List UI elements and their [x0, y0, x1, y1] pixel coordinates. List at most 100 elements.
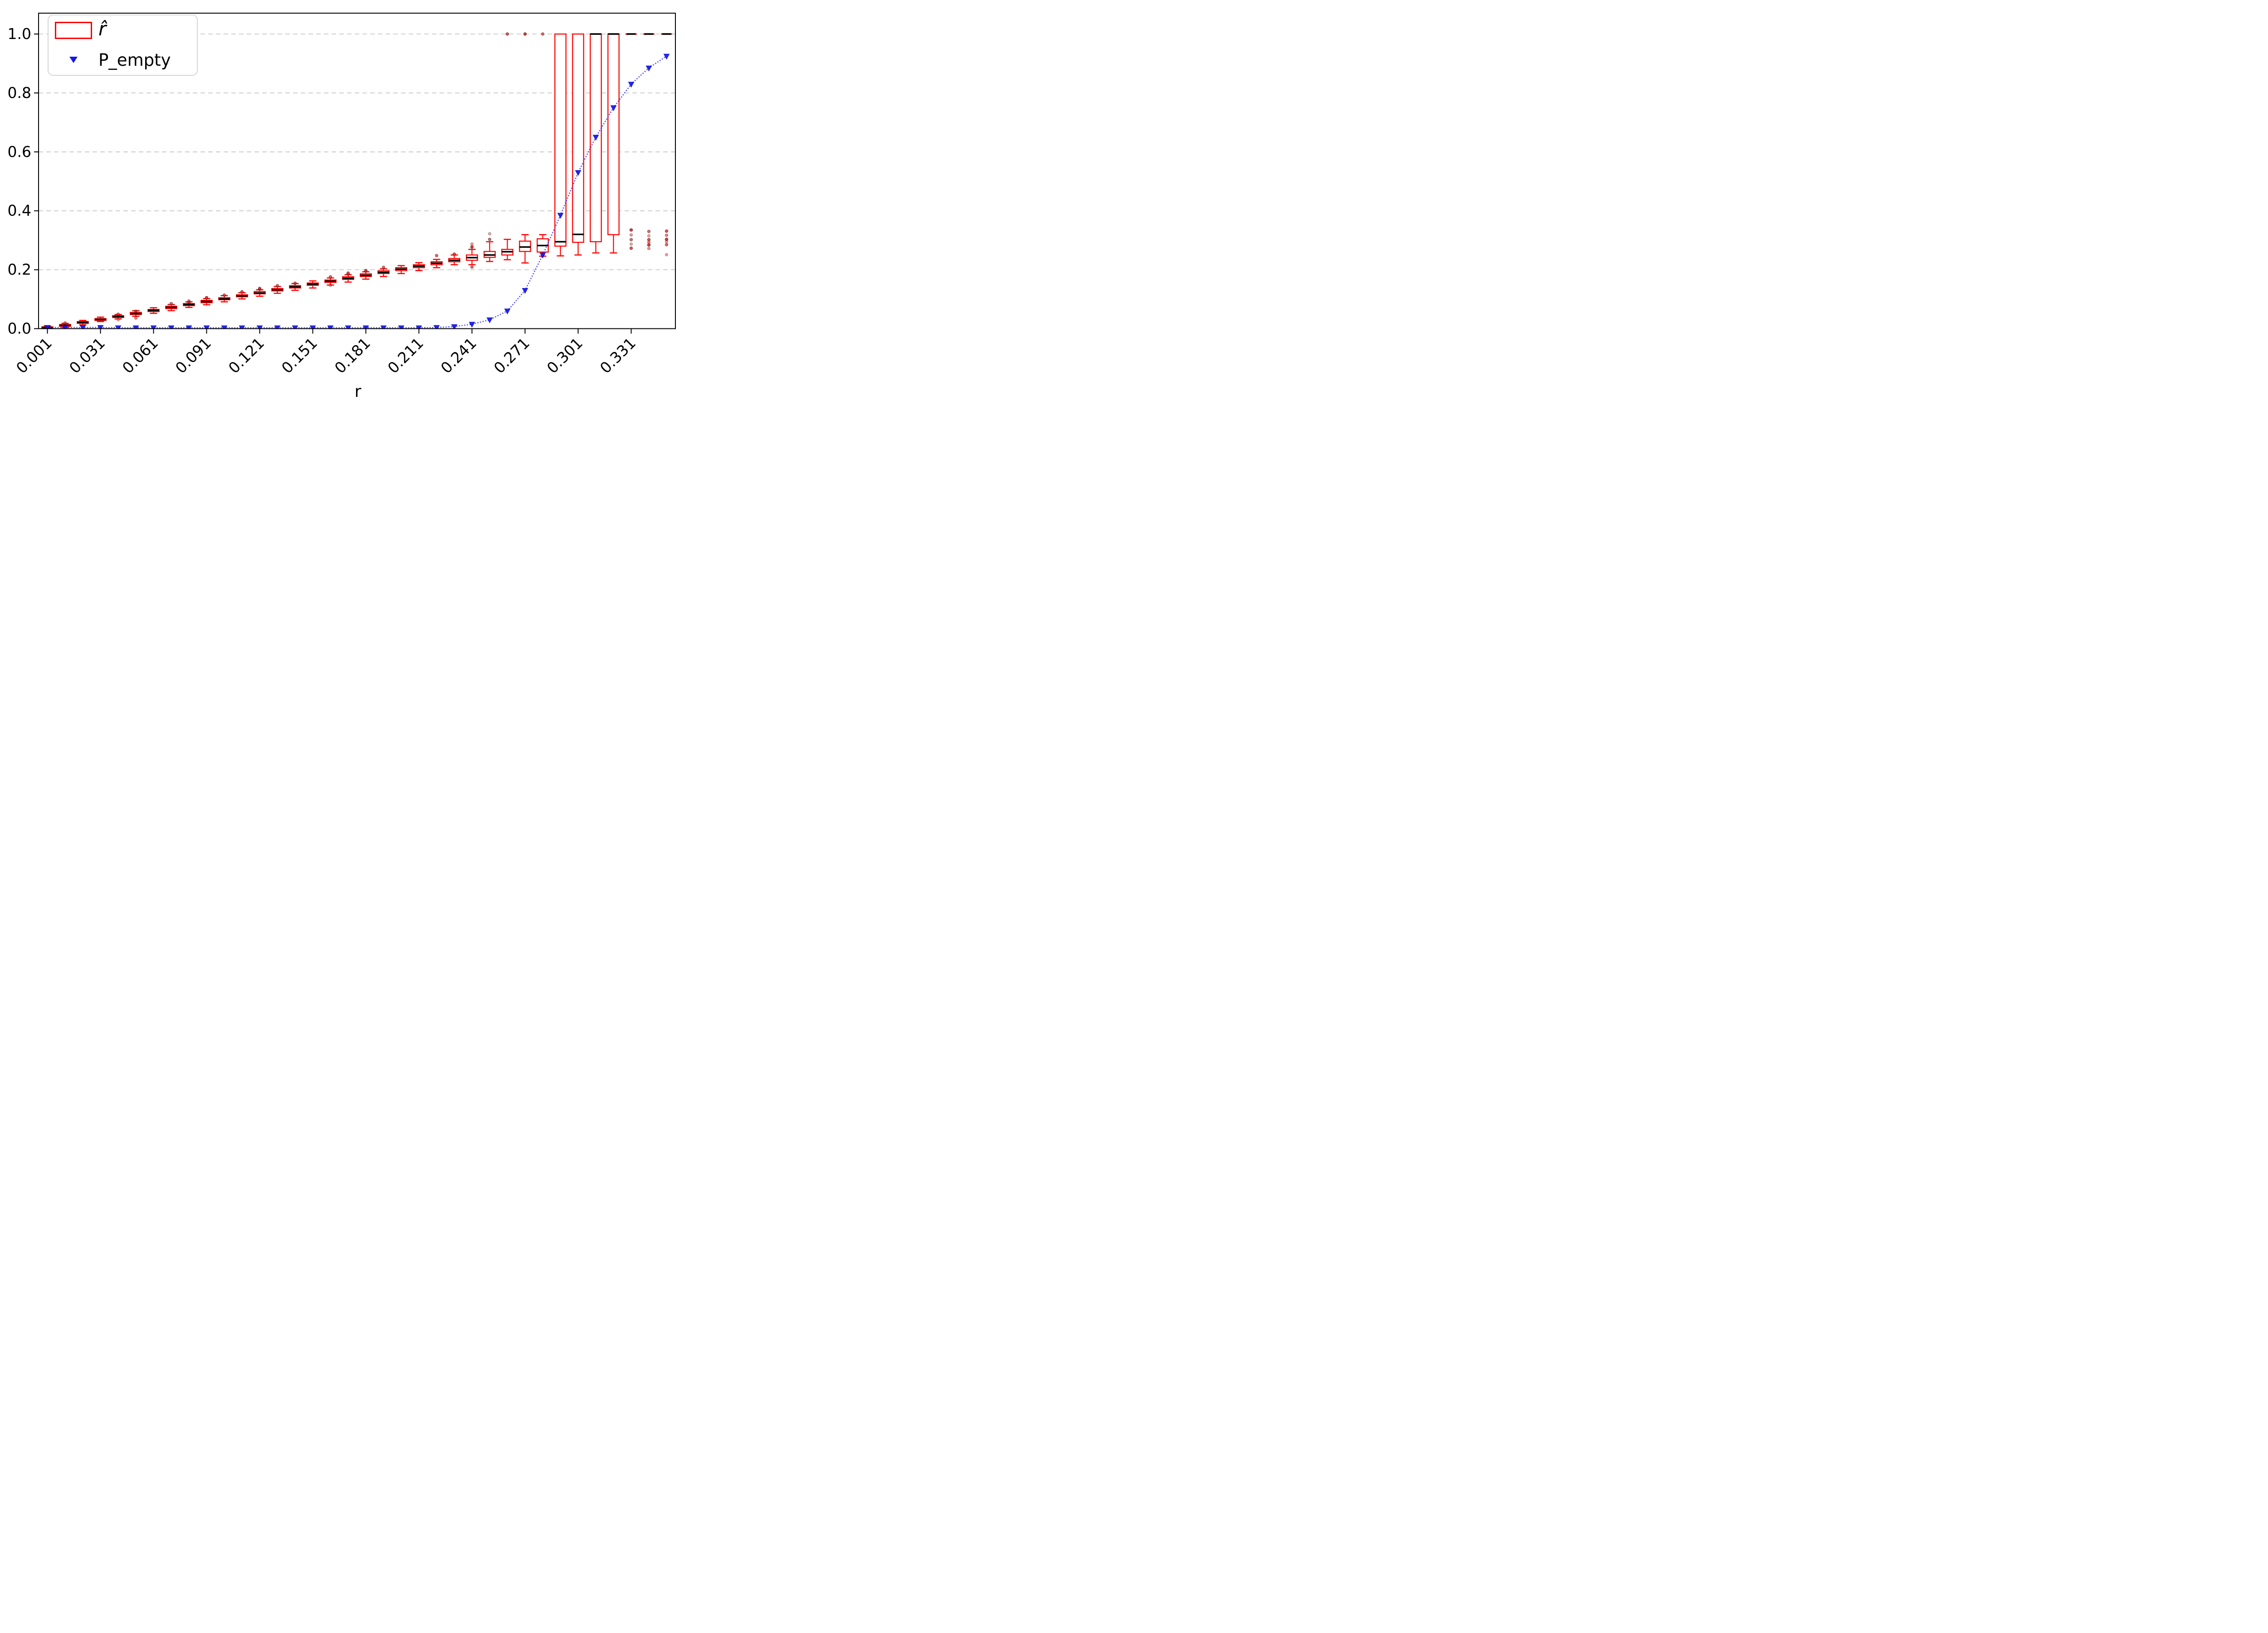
flier-dot — [541, 32, 545, 36]
p-empty-marker — [79, 325, 86, 329]
y-tick-label: 0.4 — [8, 202, 31, 220]
flier-dot — [258, 286, 262, 290]
boxplot-item — [77, 320, 89, 326]
p-empty-marker — [557, 213, 564, 219]
boxplot-figure: 0.001 0.031 0.061 0.091 0.121 0.151 0.181 0.211… — [0, 0, 680, 408]
flier-dot — [116, 318, 120, 322]
p-empty-marker — [575, 170, 582, 176]
flier-dot — [293, 281, 297, 285]
box — [607, 33, 620, 235]
p-empty-marker — [469, 322, 475, 328]
axes-frame — [38, 13, 676, 329]
flier-dot — [275, 284, 279, 288]
flier-dot — [187, 299, 191, 303]
flier-dot — [205, 296, 209, 299]
flier-dot — [328, 275, 332, 279]
flier-dot — [470, 242, 474, 246]
box — [554, 33, 567, 247]
fliers — [63, 32, 669, 325]
p-empty-line — [47, 55, 667, 328]
flier-dot — [647, 238, 651, 241]
y-tick-label: 0.6 — [8, 143, 31, 161]
flier-dot — [169, 302, 173, 305]
flier-dot — [647, 240, 651, 244]
boxplot-item — [448, 254, 460, 265]
flier-dot — [488, 232, 492, 235]
flier-dot — [134, 316, 138, 320]
flier-dot — [134, 309, 138, 313]
legend: r̂ P_empty — [48, 15, 198, 76]
p-empty-marker — [44, 325, 51, 329]
p-empty-marker — [539, 253, 546, 259]
y-tick-label: 1.0 — [8, 25, 31, 43]
p-empty-marker — [645, 65, 652, 72]
x-axis-label: r — [354, 382, 362, 401]
flier-dot — [346, 271, 350, 275]
boxplot-item — [484, 241, 496, 262]
p-empty-marker — [663, 54, 670, 60]
boxplot-item — [307, 280, 319, 289]
boxplot-item — [377, 268, 390, 277]
boxplot-item — [466, 249, 478, 265]
flier-dot — [629, 246, 633, 250]
flier-dot — [665, 253, 669, 257]
flier-dot — [470, 245, 474, 249]
pempty-triangle-icon — [69, 57, 78, 64]
p-empty-marker — [522, 288, 528, 294]
boxplot-item — [395, 265, 407, 274]
boxplot-item — [94, 316, 107, 323]
p-empty-marker — [610, 105, 617, 112]
flier-dot — [63, 321, 67, 325]
boxplot-item — [519, 234, 531, 264]
flier-dot — [647, 247, 651, 250]
flier-dot — [629, 238, 633, 241]
flier-dot — [647, 243, 651, 247]
p-empty-marker — [433, 325, 440, 329]
flier-dot — [665, 243, 669, 246]
flier-dot — [523, 32, 527, 36]
flier-dot — [435, 254, 439, 258]
flier-dot — [364, 269, 368, 273]
p-empty-marker — [592, 135, 599, 141]
flier-dot — [470, 265, 474, 269]
flier-dot — [647, 230, 651, 233]
p-empty-marker — [628, 82, 635, 88]
legend-rhat-label: r̂ — [98, 17, 107, 40]
flier-dot — [452, 252, 456, 256]
y-tick-label: 0.8 — [8, 84, 31, 102]
flier-dot — [505, 32, 509, 36]
flier-dot — [629, 242, 633, 246]
flier-dot — [665, 229, 669, 233]
boxplot-item — [430, 259, 443, 269]
flier-dot — [665, 234, 669, 237]
boxplot-item — [413, 262, 425, 271]
y-ticks: 0.0 0.2 0.4 0.6 0.8 1.0 — [8, 25, 39, 337]
flier-dot — [488, 238, 492, 241]
boxplot-item — [607, 33, 620, 254]
boxplot-item — [183, 301, 195, 308]
gridlines — [39, 34, 675, 270]
p-empty-marker — [504, 308, 511, 315]
p-empty-marker — [97, 325, 104, 329]
boxplot-item — [147, 307, 160, 314]
y-tick-label: 0.0 — [8, 320, 31, 337]
boxplot-item — [501, 239, 513, 260]
flier-dot — [222, 293, 226, 297]
p-empty-marker — [451, 324, 458, 329]
box — [572, 33, 584, 243]
legend-entry-rhat: r̂ — [49, 15, 197, 45]
boxplot-item — [554, 33, 567, 257]
flier-dot — [240, 290, 244, 293]
flier-dot — [647, 234, 651, 238]
legend-entry-pempty: P_empty — [49, 45, 197, 75]
legend-pempty-label: P_empty — [98, 50, 171, 70]
boxplot-item — [324, 277, 337, 286]
boxplot-item — [590, 33, 602, 254]
p-empty-marker — [486, 317, 493, 323]
boxplot-item — [572, 33, 584, 256]
boxplot-item — [218, 295, 230, 303]
flier-dot — [665, 240, 669, 244]
flier-dot — [629, 228, 633, 232]
p-empty-marker — [62, 325, 68, 329]
flier-dot — [328, 284, 332, 287]
